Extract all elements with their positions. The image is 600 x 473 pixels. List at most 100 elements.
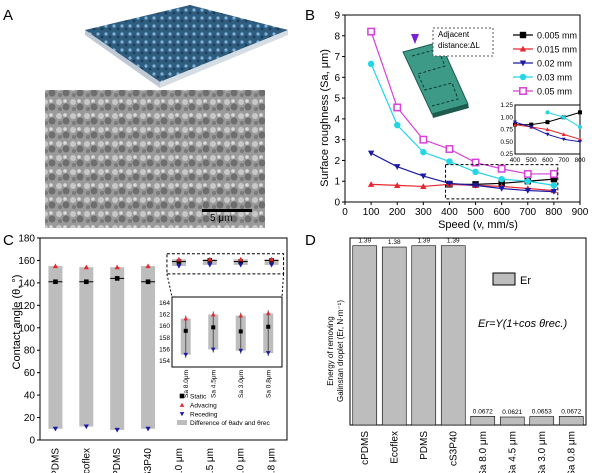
b-x-tick-label: 100 <box>363 207 380 218</box>
c-static-point <box>238 259 243 264</box>
c-advancing-point <box>145 263 151 269</box>
c-zoom-connector <box>281 273 285 298</box>
c-difference-bar <box>79 267 94 427</box>
c-y-tick-label: 60 <box>24 368 36 379</box>
b-data-point <box>445 145 454 153</box>
c-inset-static-point <box>211 325 216 330</box>
c-y-tick-label: 100 <box>18 323 35 334</box>
c-inset-receding-point <box>210 347 216 352</box>
laser-pointer-icon <box>411 34 419 44</box>
c-inset-x-tick-label: Sa 0.8μm <box>265 370 272 398</box>
sem-image <box>45 90 265 228</box>
c-static-point <box>84 279 89 285</box>
b-data-point <box>420 148 427 156</box>
b-data-point <box>367 27 376 36</box>
d-value-label: 1.39 <box>358 238 371 245</box>
c-difference-bar <box>48 266 63 429</box>
d-bar <box>529 416 555 426</box>
b-data-point <box>472 168 479 176</box>
c-y-tick-label: 40 <box>24 391 36 402</box>
b-series-line <box>370 63 554 186</box>
b-inset-data-point <box>545 110 550 115</box>
panel-letter-b: B <box>305 7 315 24</box>
b-data-point <box>498 185 505 192</box>
c-inset-static-point <box>266 324 271 329</box>
d-x-tick-label: Sa 8.0 μm <box>478 431 489 473</box>
d-bar <box>352 245 378 426</box>
b-legend-label: 0.005 mm <box>537 31 577 41</box>
b-inset-data-point <box>513 120 517 125</box>
b-y-tick-label: 8 <box>334 31 340 42</box>
c-inset-y-tick-label: 162 <box>159 312 170 319</box>
b-data-point <box>549 170 558 178</box>
d-value-label: 1.39 <box>417 238 430 245</box>
c-x-tick-label: cS3P40 <box>143 448 154 473</box>
c-static-point <box>176 259 182 264</box>
b-data-point <box>550 175 558 183</box>
b-y-tick-label: 5 <box>334 94 340 105</box>
c-inset-receding-point <box>265 351 271 356</box>
d-bar <box>381 246 407 426</box>
c-static-point <box>145 279 151 285</box>
d-value-label: 1.39 <box>447 238 460 245</box>
b-data-point <box>393 103 402 112</box>
c-y-axis-label: Contact angle (θ, °) <box>11 275 23 370</box>
c-legend-marker <box>179 412 185 417</box>
c-inset-advancing-point <box>183 316 189 321</box>
c-x-tick-label: Ecoflex <box>81 448 92 473</box>
d-y-axis-label-line2: Galinstan droplet (Er, N·m⁻¹) <box>336 300 345 402</box>
b-inset-x-tick-label: 800 <box>575 157 586 164</box>
c-inset-x-tick-label: Sa 8.0μm <box>183 370 190 398</box>
c-x-tick-label: Sa 4.5 μm <box>205 448 216 473</box>
b-data-point <box>524 178 531 185</box>
d-value-label: 0.0621 <box>502 409 522 416</box>
b-data-point <box>394 164 401 170</box>
b-x-tick-label: 900 <box>572 207 589 218</box>
d-bar <box>558 416 584 426</box>
c-inset-y-tick-label: 156 <box>159 347 170 354</box>
c-plot-frame <box>39 237 288 441</box>
b-legend-marker <box>519 73 527 81</box>
d-plot-frame <box>349 237 587 426</box>
c-advancing-point <box>176 256 182 262</box>
b-inset-data-point <box>529 125 534 130</box>
b-inset-data-point <box>578 125 582 130</box>
d-bar <box>499 416 525 426</box>
c-difference-bar <box>110 267 125 430</box>
c-x-tick-label: Sa 0.8 μm <box>267 448 278 473</box>
c-receding-point <box>238 262 244 268</box>
c-legend-label: Advacing <box>190 403 217 410</box>
c-y-tick-label: 140 <box>18 278 35 289</box>
b-inset-y-tick-label: 0.75 <box>500 127 513 134</box>
b-inset-data-point <box>545 132 550 137</box>
d-x-tick-label: cS3P40 <box>448 431 459 466</box>
b-data-point <box>367 181 375 187</box>
c-y-tick-label: 20 <box>24 413 36 424</box>
b-inset-data-point <box>529 122 534 127</box>
c-inset-y-tick-label: 158 <box>159 335 170 342</box>
panel-b: B Surface roughness (Sa, μm) Speed (v, m… <box>305 7 589 231</box>
c-receding-point <box>207 262 213 268</box>
b-data-point <box>524 188 531 194</box>
b-data-point <box>550 189 558 195</box>
b-legend-label: 0.015 mm <box>537 45 577 55</box>
c-legend-label: Static <box>190 394 207 401</box>
panel-letter-a: A <box>3 7 13 24</box>
c-inset-advancing-point <box>238 313 244 318</box>
d-y-axis-label-line1: Energy of removing <box>326 316 335 385</box>
c-receding-point <box>268 262 275 268</box>
c-receding-point <box>52 426 59 432</box>
c-inset-x-tick-label: Sa 3.0μm <box>238 370 245 398</box>
c-legend-marker <box>179 402 185 407</box>
b-zoom-box <box>445 164 559 200</box>
b-y-axis-label: Surface roughness (Sa, μm) <box>319 49 331 187</box>
b-data-point <box>420 173 427 180</box>
c-advancing-point <box>268 256 275 262</box>
b-data-point <box>446 158 453 165</box>
b-y-tick-label: 1 <box>334 177 340 188</box>
c-y-tick-label: 80 <box>24 346 36 357</box>
b-inset-data-point <box>513 122 517 127</box>
diagram-label-distance: distance:ΔL <box>438 41 480 50</box>
c-inset-advancing-point <box>265 311 271 316</box>
b-legend-marker <box>519 60 527 67</box>
